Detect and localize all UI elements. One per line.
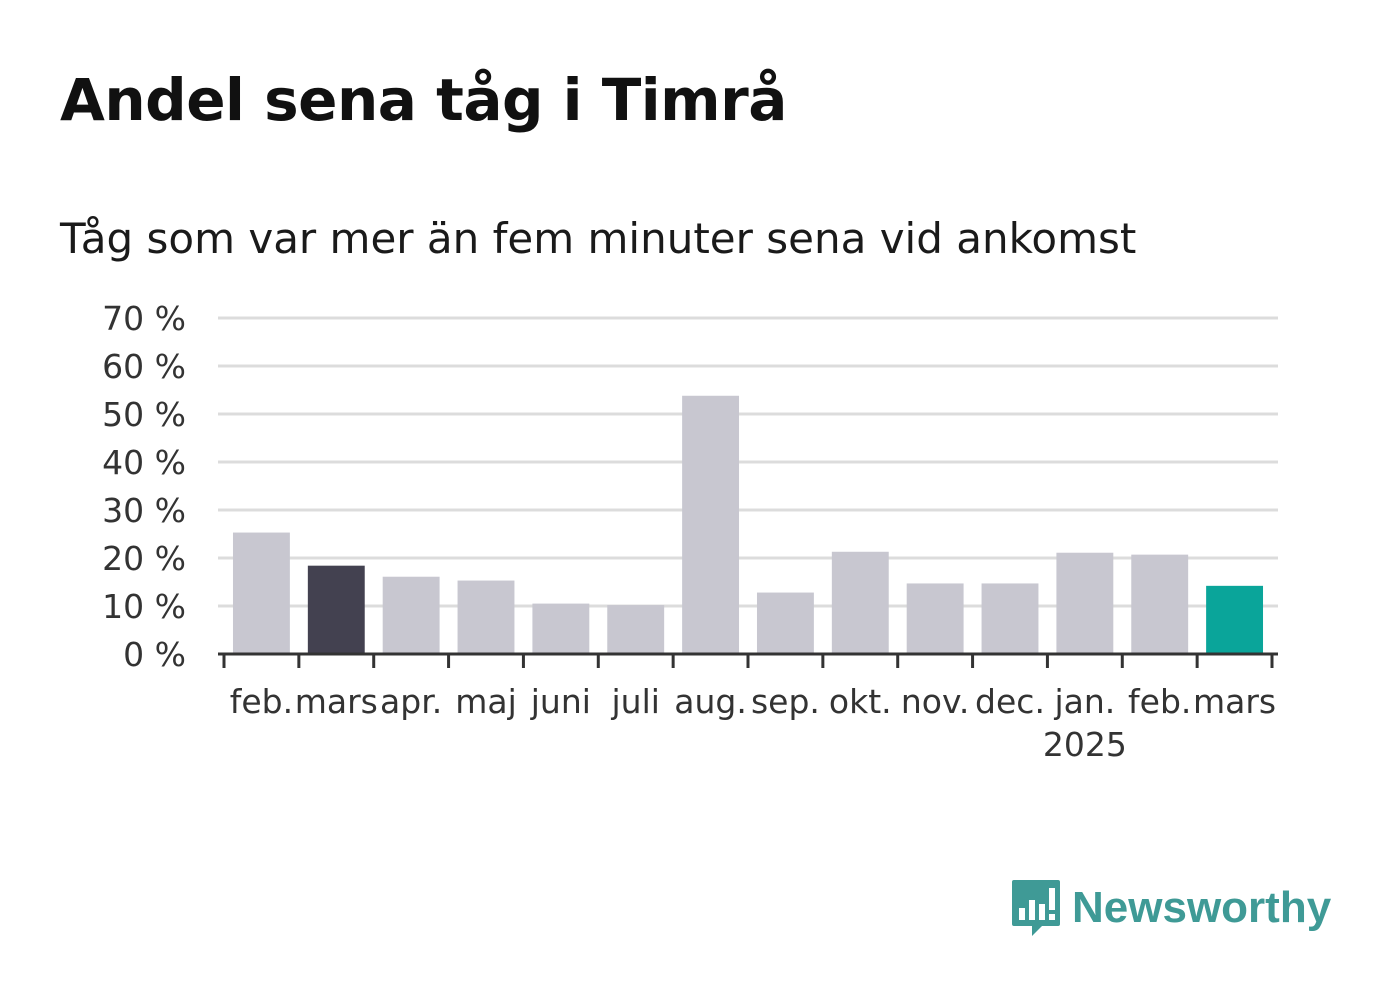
y-tick-label: 20 % — [102, 539, 186, 578]
x-tick-label: maj — [455, 682, 517, 721]
x-tick-label: mars — [295, 682, 378, 721]
bar — [307, 565, 365, 654]
bar — [756, 592, 814, 654]
bar — [232, 532, 290, 654]
x-tick-label: dec. — [975, 682, 1045, 721]
x-tick-label: apr. — [380, 682, 442, 721]
bar — [532, 603, 590, 654]
x-tick-label: aug. — [674, 682, 747, 721]
y-tick-label: 10 % — [102, 587, 186, 626]
bar — [382, 576, 440, 654]
y-tick-label: 70 % — [102, 299, 186, 338]
bar — [981, 583, 1039, 654]
x-tick-label: sep. — [751, 682, 820, 721]
x-tick-label: nov. — [901, 682, 970, 721]
chart-title: Andel sena tåg i Timrå — [60, 66, 787, 134]
bar — [607, 605, 665, 654]
x-tick-label: juli — [611, 682, 660, 721]
bar — [831, 551, 889, 654]
logo-text: Newsworthy — [1072, 883, 1332, 932]
x-tick-label: jan. — [1053, 682, 1115, 721]
bars — [232, 395, 1264, 654]
y-tick-label: 60 % — [102, 347, 186, 386]
chart-subtitle: Tåg som var mer än fem minuter sena vid … — [60, 214, 1137, 263]
y-tick-label: 30 % — [102, 491, 186, 530]
grid-lines — [218, 316, 1278, 608]
bar — [682, 395, 740, 654]
bar — [1131, 554, 1189, 654]
y-tick-label: 0 % — [123, 635, 186, 674]
bar — [1056, 552, 1114, 654]
x-tick-label: feb. — [1128, 682, 1191, 721]
bar — [457, 580, 515, 654]
newsworthy-logo: Newsworthy — [1010, 878, 1331, 938]
bar — [906, 583, 964, 654]
x-axis-labels: feb. mars apr. maj juni juli aug. sep. okt. nov. d… — [230, 682, 1276, 764]
y-axis-labels: 0 % 10 % 20 % 30 % 40 % 50 % 60 % 70 % — [102, 299, 186, 674]
x-tick-label: feb. — [230, 682, 293, 721]
x-tick-label: juni — [530, 682, 591, 721]
x-year-label: 2025 — [1043, 725, 1127, 764]
x-tick-label: okt. — [829, 682, 892, 721]
y-tick-label: 50 % — [102, 395, 186, 434]
bar-chart-speech-bubble-icon — [1012, 880, 1060, 936]
x-axis — [218, 652, 1278, 668]
y-tick-label: 40 % — [102, 443, 186, 482]
bar — [1206, 585, 1264, 654]
x-tick-label: mars — [1193, 682, 1276, 721]
